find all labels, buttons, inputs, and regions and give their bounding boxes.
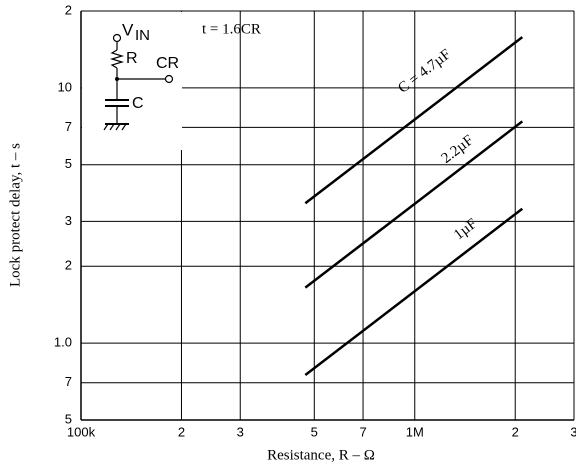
y-tick-label: 2 <box>65 2 72 17</box>
y-tick-label: 3 <box>65 213 72 228</box>
y-tick-label: 5 <box>65 156 72 171</box>
x-tick-label: 3 <box>570 424 576 439</box>
y-tick-label: 2 <box>65 258 72 273</box>
inset-mask <box>82 12 182 150</box>
vin-label: V <box>122 20 134 39</box>
series-line <box>304 207 524 377</box>
y-axis-label: Lock protect delay, t – s <box>7 143 23 287</box>
series-line <box>304 36 524 205</box>
vin-subscript: IN <box>135 27 150 44</box>
x-axis-label: Resistance, R – Ω <box>267 447 375 463</box>
series-line <box>304 120 524 289</box>
y-tick-label: 10 <box>58 79 72 94</box>
grid-layer <box>80 10 575 421</box>
x-tick-label: 7 <box>359 424 366 439</box>
x-tick-label: 2 <box>178 424 185 439</box>
x-tick-label: 1M <box>406 424 424 439</box>
c-label: C <box>132 95 144 112</box>
x-tick-label: 3 <box>237 424 244 439</box>
y-tick-label: 5 <box>65 411 72 426</box>
x-tick-label: 100k <box>67 424 96 439</box>
cr-label: CR <box>156 55 179 72</box>
line-label: 1µF <box>451 216 480 244</box>
r-label: R <box>126 50 138 67</box>
x-tick-label: 2 <box>512 424 519 439</box>
x-tick-label: 5 <box>311 424 318 439</box>
y-tick-label: 1.0 <box>54 335 72 350</box>
schematic <box>103 33 174 131</box>
junction <box>115 77 119 81</box>
line-label: C = 4.7µF <box>395 46 454 96</box>
y-tick-label: 7 <box>65 374 72 389</box>
y-tick-label: 7 <box>65 119 72 134</box>
annotation: t = 1.6CR <box>202 21 261 37</box>
